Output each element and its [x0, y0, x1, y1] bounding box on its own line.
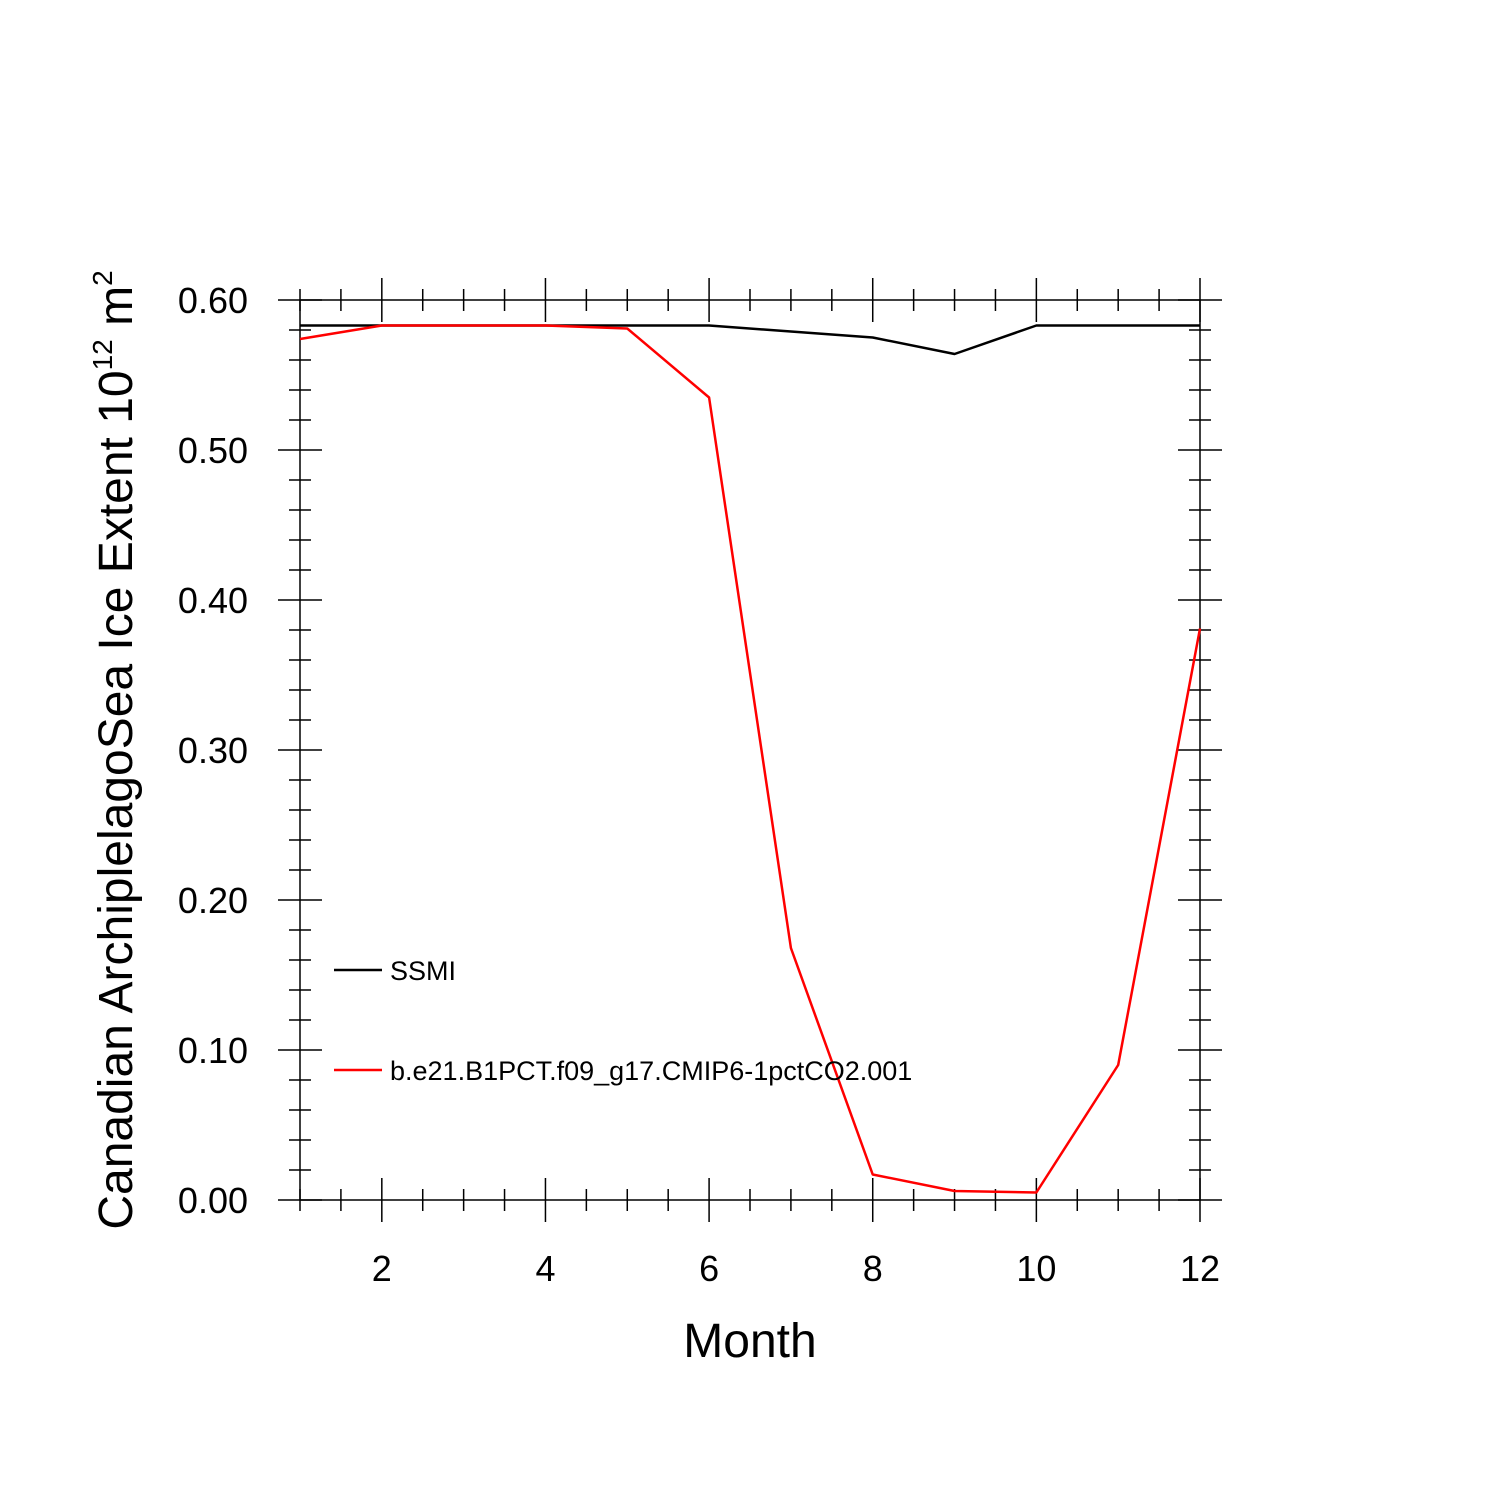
y-axis-title-exponent: 12: [87, 339, 118, 370]
y-tick-label: 0.20: [178, 880, 248, 921]
axis-ticks: [278, 278, 1222, 1222]
y-axis-title-unit: m: [90, 286, 143, 339]
y-axis-title: Canadian ArchiplelagoSea Ice Extent 1012…: [87, 270, 143, 1229]
x-tick-label: 10: [1016, 1248, 1056, 1289]
y-tick-label: 0.60: [178, 280, 248, 321]
legend-label: b.e21.B1PCT.f09_g17.CMIP6-1pctCO2.001: [390, 1056, 912, 1086]
series-line-ssmi: [300, 324, 1200, 356]
y-axis-title-unit-exponent: 2: [87, 270, 118, 286]
y-tick-label: 0.30: [178, 730, 248, 771]
y-tick-label: 0.00: [178, 1180, 248, 1221]
y-tick-label: 0.40: [178, 580, 248, 621]
legend-label: SSMI: [390, 956, 456, 986]
x-tick-label: 2: [372, 1248, 392, 1289]
x-tick-label: 8: [863, 1248, 883, 1289]
y-tick-label: 0.10: [178, 1030, 248, 1071]
y-axis-title-main: Canadian ArchiplelagoSea Ice Extent 10: [90, 370, 143, 1229]
x-tick-label: 6: [699, 1248, 719, 1289]
x-axis-title: Month: [683, 1315, 816, 1368]
y-tick-label: 0.50: [178, 430, 248, 471]
series-line-model: [299, 324, 1202, 1194]
x-tick-label: 12: [1180, 1248, 1220, 1289]
legend: SSMI b.e21.B1PCT.f09_g17.CMIP6-1pctCO2.00…: [334, 956, 912, 1086]
x-tick-label: 4: [535, 1248, 555, 1289]
axis-tick-labels: 2 4 6 8 10 12 0.00 0.10 0.20 0.30 0.40 0.50 0.60: [178, 280, 1220, 1289]
series-lines: [299, 324, 1202, 1194]
